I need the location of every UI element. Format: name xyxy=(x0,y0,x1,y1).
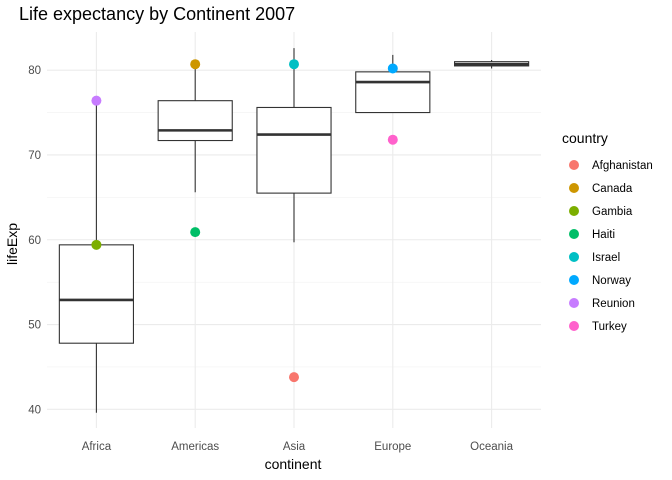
legend-label: Canada xyxy=(592,183,633,195)
legend-label: Norway xyxy=(592,275,631,287)
legend-swatch xyxy=(569,275,579,285)
legend-label: Gambia xyxy=(592,206,633,218)
legend-label: Afghanistan xyxy=(592,160,653,172)
legend-item-haiti: Haiti xyxy=(569,229,615,241)
x-tick-label: Americas xyxy=(171,441,219,453)
iqr-box xyxy=(355,71,431,114)
x-tick-label: Asia xyxy=(283,441,306,453)
y-axis-title: lifeExp xyxy=(4,223,20,265)
y-tick-label: 60 xyxy=(28,235,41,247)
y-axis-ticks: 40 50 60 70 80 xyxy=(28,65,41,416)
legend-item-turkey: Turkey xyxy=(569,321,627,333)
box-americas xyxy=(157,64,233,193)
legend-swatch xyxy=(569,229,579,239)
iqr-box xyxy=(157,100,233,142)
y-tick-label: 80 xyxy=(28,65,41,77)
point-canada xyxy=(190,59,201,70)
point-israel xyxy=(289,59,299,70)
legend-label: Haiti xyxy=(592,229,615,241)
box-asia xyxy=(256,48,332,243)
legend-swatch xyxy=(569,252,579,262)
legend: country Afghanistan Canada Gambia Haiti Isra… xyxy=(562,130,653,333)
point-turkey xyxy=(387,134,398,145)
boxes xyxy=(58,48,530,413)
point-gambia xyxy=(91,239,102,250)
legend-swatch xyxy=(569,298,579,308)
legend-label: Israel xyxy=(592,252,620,264)
legend-item-afghanistan: Afghanistan xyxy=(569,160,653,172)
legend-item-reunion: Reunion xyxy=(569,298,635,310)
legend-item-canada: Canada xyxy=(569,183,633,195)
x-axis-title: continent xyxy=(265,456,322,472)
iqr-box xyxy=(58,244,134,344)
legend-swatch xyxy=(569,206,579,216)
box-africa xyxy=(58,100,134,413)
x-tick-label: Africa xyxy=(82,441,112,453)
y-tick-label: 70 xyxy=(28,150,41,162)
iqr-box xyxy=(256,106,332,194)
y-tick-label: 40 xyxy=(28,404,41,416)
point-reunion xyxy=(91,95,102,106)
legend-item-gambia: Gambia xyxy=(569,206,633,218)
point-afghanistan xyxy=(289,372,299,383)
chart-title: Life expectancy by Continent 2007 xyxy=(19,4,295,24)
legend-title: country xyxy=(562,130,608,146)
legend-item-israel: Israel xyxy=(569,252,620,264)
x-tick-label: Oceania xyxy=(470,441,513,453)
point-norway xyxy=(387,63,398,74)
legend-swatch xyxy=(569,160,579,170)
point-haiti xyxy=(190,227,201,238)
legend-swatch xyxy=(569,183,579,193)
legend-label: Reunion xyxy=(592,298,635,310)
box-oceania xyxy=(453,59,530,69)
legend-label: Turkey xyxy=(592,321,627,333)
legend-item-norway: Norway xyxy=(569,275,631,287)
legend-swatch xyxy=(569,321,579,331)
x-tick-label: Europe xyxy=(374,441,411,453)
y-tick-label: 50 xyxy=(28,320,41,332)
x-axis-ticks: Africa Americas Asia Europe Oceania xyxy=(82,441,514,453)
country-points xyxy=(91,59,398,383)
